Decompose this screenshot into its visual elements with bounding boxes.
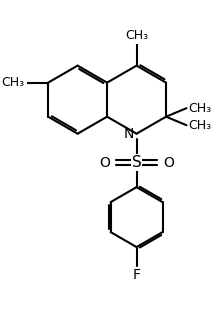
Text: S: S <box>132 155 141 170</box>
Text: O: O <box>99 156 110 170</box>
Text: N: N <box>124 127 134 141</box>
Text: CH₃: CH₃ <box>188 102 211 115</box>
Text: O: O <box>163 156 174 170</box>
Text: CH₃: CH₃ <box>125 29 148 42</box>
Text: CH₃: CH₃ <box>1 76 24 89</box>
Text: CH₃: CH₃ <box>188 119 211 132</box>
Text: F: F <box>133 268 141 282</box>
